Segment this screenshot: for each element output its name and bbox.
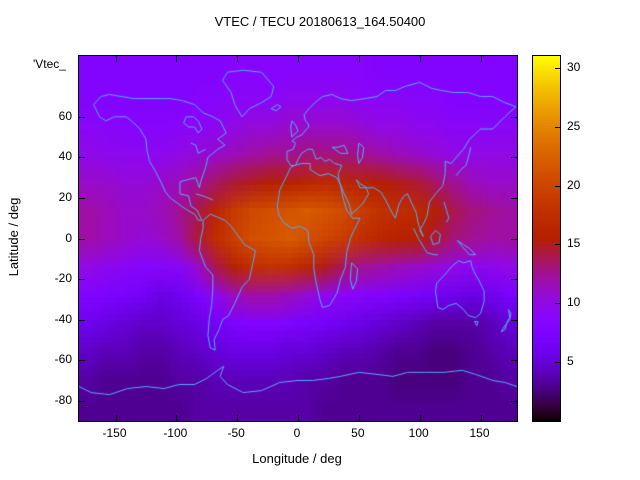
x-tick [176,415,178,421]
y-tick [511,319,517,321]
x-tick-label: -150 [102,426,127,440]
x-tick-label: -50 [227,426,245,440]
colorbar-tick [555,362,560,364]
y-tick [79,197,85,199]
colorbar-tick-label: 25 [567,118,581,133]
x-tick [480,415,482,421]
y-tick-label: -60 [54,352,72,367]
y-tick [511,360,517,362]
colorbar-tick-label: 20 [567,177,581,192]
y-tick-label: 40 [58,149,72,164]
y-tick-label: -80 [54,392,72,407]
y-tick [511,279,517,281]
x-tick [237,56,239,62]
y-tick-label: -40 [54,311,72,326]
colorbar-tick [555,185,560,187]
y-tick [79,319,85,321]
colorbar [532,55,561,422]
x-tick [115,415,117,421]
y-tick [511,400,517,402]
colorbar-tick [555,303,560,305]
plot-title: VTEC / TECU 20180613_164.50400 [214,14,426,29]
x-axis-label: Longitude / deg [252,451,342,466]
series-key-annotation: 'Vtec_ [33,57,66,71]
x-tick [480,56,482,62]
x-tick-label: 100 [408,426,429,440]
colorbar-gradient-canvas [533,56,560,421]
x-tick [115,56,117,62]
x-tick [298,56,299,62]
colorbar-tick-label: 30 [567,59,581,74]
plot-area [78,55,518,422]
y-tick [79,400,85,402]
x-tick-label: 50 [351,426,365,440]
colorbar-tick-label: 10 [567,295,581,310]
y-tick [511,157,517,159]
x-tick [419,415,421,421]
colorbar-tick-label: 5 [567,354,574,369]
y-tick [79,116,85,118]
x-tick [358,415,360,421]
y-tick [511,197,517,199]
x-tick [176,56,178,62]
x-tick [419,56,421,62]
x-tick [358,56,360,62]
y-tick [79,360,85,362]
colorbar-tick [555,244,560,246]
y-tick-label: 20 [58,189,72,204]
y-tick [511,116,517,118]
y-tick-label: 0 [65,230,72,245]
y-tick [511,238,517,240]
y-tick [79,238,85,240]
x-tick-label: 150 [469,426,490,440]
colorbar-tick [555,126,560,128]
vtec-heatmap-canvas [79,56,517,421]
y-tick [79,279,85,281]
y-axis-label: Latitude / deg [6,197,21,277]
x-tick-label: -100 [163,426,188,440]
y-tick [79,157,85,159]
x-tick-label: 0 [293,426,301,440]
y-tick-label: 60 [58,108,72,123]
x-tick [237,415,239,421]
y-tick-label: -20 [54,271,72,286]
colorbar-tick-label: 15 [567,236,581,251]
x-tick [298,415,299,421]
colorbar-tick [555,67,560,69]
